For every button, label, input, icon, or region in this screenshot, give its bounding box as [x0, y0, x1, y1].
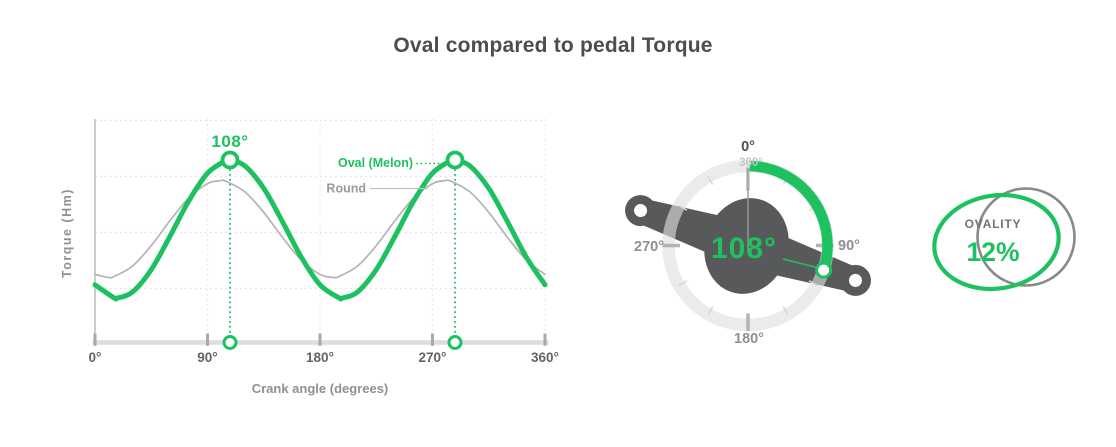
dial-minor-tick	[707, 175, 714, 185]
x-tick	[543, 333, 547, 346]
dial-minor-tick	[808, 280, 818, 287]
axis-marker-circle	[222, 335, 238, 350]
ovality-label: OVALITY	[965, 217, 1022, 231]
x-tick	[431, 333, 434, 346]
dial-zero-tick	[746, 167, 750, 191]
ovality-value: 12%	[966, 237, 1019, 267]
crank-arm-left-hole	[634, 204, 648, 218]
x-tick-label: 0°	[89, 350, 102, 365]
peak-angle-label: 108°	[211, 132, 248, 151]
gauge-label-360: 360°	[739, 157, 763, 169]
dial-minor-tick	[782, 306, 789, 316]
ovality-badge: OVALITY 12%	[932, 187, 1076, 292]
oval-chainring-shape	[704, 198, 789, 294]
gauge-label-90: 90°	[838, 238, 860, 254]
gauge-label-180: 180°	[734, 331, 764, 347]
chart-gridlines	[95, 119, 546, 339]
x-axis-ticks: 0° 90° 180° 270° 360°	[89, 333, 559, 365]
x-tick	[93, 333, 97, 346]
gauge-label-270: 270°	[634, 239, 664, 255]
dial-minor-tick	[707, 306, 714, 316]
round-ring-outline	[976, 187, 1076, 287]
dial-minor-tick	[678, 204, 688, 211]
gauge-value: 108°	[711, 232, 777, 265]
dial-minor-tick	[678, 280, 688, 287]
peak-marker-circle	[220, 150, 240, 170]
x-tick	[206, 333, 209, 346]
crank-arm-right-hole	[848, 273, 862, 287]
x-tick-label: 360°	[531, 350, 559, 365]
round-curve	[94, 179, 546, 279]
torque-chart: 0° 90° 180° 270° 360° 108° Oval (Melon) Roun…	[60, 119, 559, 396]
x-tick-label: 180°	[306, 350, 334, 365]
axis-marker-circle	[447, 335, 463, 350]
gauge-label-0: 0°	[741, 139, 755, 155]
crank-gauge: 108° 0° 360° 90° 270° 180°	[625, 139, 871, 347]
y-axis-title: Torque (Hm)	[60, 188, 74, 278]
x-tick-label: 270°	[419, 350, 447, 365]
peak-markers	[220, 150, 465, 350]
gauge-pointer-line	[782, 258, 818, 269]
peak-marker-circle	[445, 150, 465, 170]
gauge-arc-end-dot	[815, 261, 833, 279]
oval-chainring	[704, 198, 789, 294]
x-tick-label: 90°	[197, 350, 217, 365]
gauge-arc	[749, 160, 833, 272]
oval-ring-outline	[932, 192, 1061, 292]
legend-oval-label: Oval (Melon)	[338, 156, 413, 170]
page-title: Oval compared to pedal Torque	[393, 34, 712, 57]
legend-round-label: Round	[326, 182, 366, 196]
x-tick	[318, 333, 322, 346]
x-axis-title: Crank angle (degrees)	[252, 381, 389, 396]
